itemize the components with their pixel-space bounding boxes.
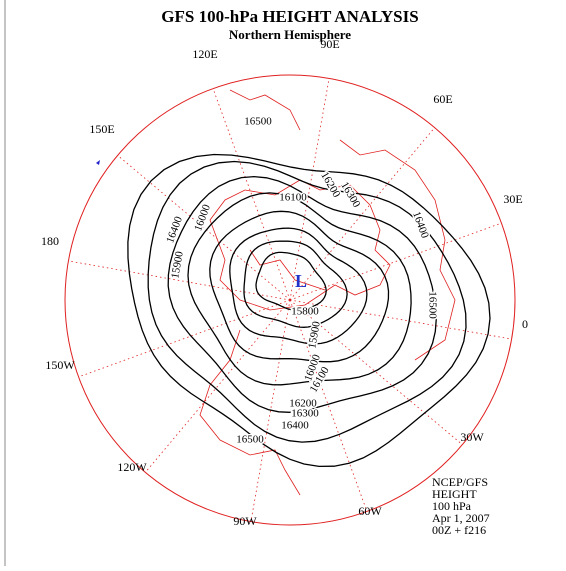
meridian (212, 88, 291, 301)
contour-label: 15900 (306, 320, 323, 350)
info-line: Apr 1, 2007 (432, 511, 490, 525)
title: GFS 100-hPa HEIGHT ANALYSIS (161, 7, 418, 26)
marker (96, 160, 100, 165)
info-line: 00Z + f216 (432, 523, 486, 537)
longitude-label: 90W (233, 514, 257, 528)
low-marker: L (295, 271, 307, 291)
info-line: NCEP/GFS (432, 475, 488, 489)
contour-line (243, 240, 348, 328)
contour-line (147, 160, 467, 443)
longitude-label: 150W (45, 358, 75, 372)
contour-label: 15900 (169, 250, 186, 280)
labels: 90E 60E 30E 0 30W 60W 90W 120W 150W 180 150E 120E L 1… (41, 37, 528, 537)
meridian (117, 155, 291, 301)
contour-label: 16300 (338, 180, 362, 210)
contour-label: 16300 (291, 408, 319, 420)
longitude-label: 0 (522, 317, 528, 331)
contour-label: 16400 (410, 210, 431, 240)
meridian (145, 299, 291, 473)
contour-line (127, 153, 491, 468)
contours (127, 153, 491, 468)
contour-label: 16400 (281, 420, 309, 432)
contour-label: 16000 (192, 202, 213, 232)
longitude-label: 30E (503, 192, 522, 206)
contour-line (229, 227, 368, 345)
map-boundary (64, 74, 516, 526)
contour-label: 15800 (291, 306, 319, 318)
subtitle: Northern Hemisphere (229, 27, 351, 42)
longitude-label: 120E (192, 47, 217, 61)
longitude-label: 120W (117, 460, 147, 474)
longitude-label: 30W (460, 430, 484, 444)
longitude-label: 60W (358, 504, 382, 518)
info-line: 100 hPa (432, 499, 472, 513)
longitude-label: 90E (320, 37, 339, 51)
meridian (78, 299, 291, 378)
contour-label: 16500 (244, 116, 272, 128)
meridian (250, 299, 291, 522)
contour-label: 16100 (279, 192, 307, 204)
info-line: HEIGHT (432, 487, 477, 501)
meridian (289, 299, 512, 340)
meridian (289, 299, 368, 512)
meridian (68, 260, 291, 301)
meridian (289, 127, 435, 301)
contour-line (187, 192, 412, 386)
contour-line (167, 175, 437, 413)
contour-line (255, 251, 327, 311)
coast-outline (199, 329, 301, 496)
contour-label: 16500 (236, 434, 264, 446)
longitude-label: 150E (89, 122, 114, 136)
coast-outline (339, 139, 456, 361)
coast-outline (229, 89, 326, 291)
longitude-label: 180 (41, 234, 59, 248)
contour-line (209, 210, 390, 363)
meridians (68, 78, 512, 522)
longitude-label: 60E (433, 92, 452, 106)
contour-label: 16200 (289, 398, 317, 410)
meridian (289, 78, 330, 301)
contour-label: 16500 (426, 291, 438, 319)
